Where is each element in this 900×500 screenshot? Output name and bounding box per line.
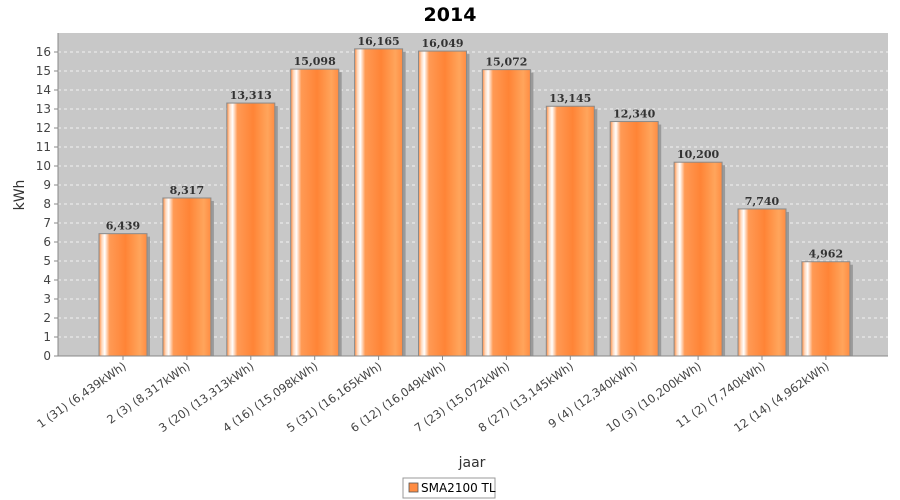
bar-value-label: 6,439 bbox=[106, 220, 140, 233]
bar bbox=[801, 261, 851, 357]
bar bbox=[481, 69, 531, 357]
legend-label: SMA2100 TL bbox=[421, 481, 496, 495]
y-tick-label: 15 bbox=[36, 64, 51, 78]
y-tick-label: 13 bbox=[36, 102, 51, 116]
bar bbox=[162, 197, 212, 357]
bar-value-label: 7,740 bbox=[745, 195, 780, 208]
bar bbox=[226, 102, 276, 357]
bar bbox=[673, 161, 723, 357]
y-axis-label: kWh bbox=[12, 180, 28, 211]
bar-value-label: 15,072 bbox=[485, 56, 527, 69]
x-axis-ticks: 1 (31) (6,439kWh)2 (3) (8,317kWh)3 (20) … bbox=[34, 356, 832, 435]
y-tick-label: 12 bbox=[36, 121, 51, 135]
y-tick-label: 1 bbox=[43, 330, 51, 344]
bar bbox=[418, 50, 467, 357]
y-tick-label: 8 bbox=[43, 197, 51, 211]
chart-title: 2014 bbox=[424, 4, 477, 26]
y-tick-label: 11 bbox=[36, 140, 51, 154]
bar bbox=[737, 208, 787, 357]
y-tick-label: 4 bbox=[43, 273, 51, 287]
legend: SMA2100 TL bbox=[402, 477, 496, 499]
y-tick-label: 0 bbox=[43, 349, 51, 363]
bar bbox=[354, 48, 404, 357]
legend-swatch bbox=[408, 482, 419, 493]
bar-value-label: 16,165 bbox=[358, 35, 400, 48]
y-tick-label: 7 bbox=[43, 216, 51, 230]
bar-value-label: 15,098 bbox=[294, 55, 336, 68]
x-axis-label: jaar bbox=[458, 455, 486, 471]
bar-value-label: 13,313 bbox=[230, 89, 272, 102]
bar bbox=[545, 105, 595, 357]
y-tick-label: 14 bbox=[36, 83, 51, 97]
bar-value-label: 10,200 bbox=[677, 148, 719, 161]
y-tick-label: 16 bbox=[36, 45, 51, 59]
y-tick-label: 9 bbox=[43, 178, 51, 192]
bar bbox=[609, 121, 659, 357]
bar-value-label: 16,049 bbox=[421, 37, 463, 50]
y-tick-label: 2 bbox=[43, 311, 51, 325]
bar-value-label: 8,317 bbox=[170, 184, 204, 197]
bar bbox=[290, 68, 340, 357]
y-tick-label: 5 bbox=[43, 254, 51, 268]
bar-value-label: 12,340 bbox=[613, 108, 655, 121]
bar-value-label: 13,145 bbox=[549, 92, 591, 105]
y-tick-label: 3 bbox=[43, 292, 51, 306]
legend-box bbox=[402, 477, 496, 499]
bar-value-label: 4,962 bbox=[809, 248, 843, 261]
bar bbox=[98, 233, 148, 357]
y-tick-label: 10 bbox=[36, 159, 51, 173]
y-tick-label: 6 bbox=[43, 235, 51, 249]
bars: 6,439 8,317 13,313 15,098 16,165 16,049 15,072… bbox=[98, 35, 853, 357]
